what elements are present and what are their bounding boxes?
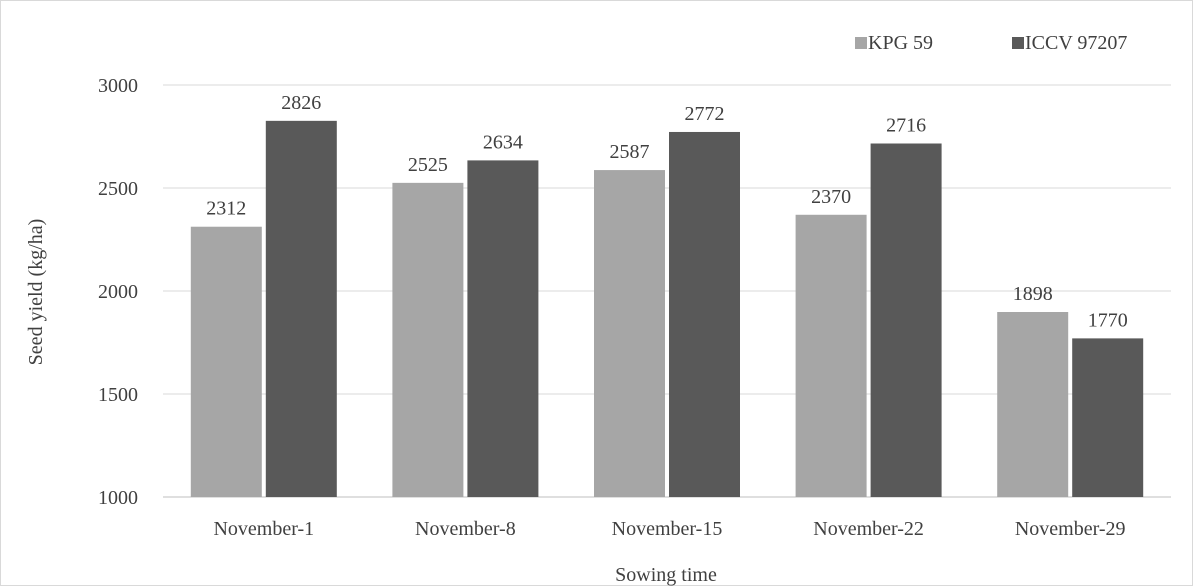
legend: KPG 59 ICCV 97207 bbox=[855, 32, 1127, 54]
legend-swatch bbox=[855, 37, 867, 49]
legend-label: ICCV 97207 bbox=[1025, 32, 1127, 54]
y-tick-label: 2000 bbox=[98, 281, 138, 303]
y-axis-title: Seed yield (kg/ha) bbox=[25, 219, 47, 366]
x-axis-ticks: November-1 November-8 November-15 November-… bbox=[213, 518, 1125, 540]
data-label: 1898 bbox=[1013, 283, 1053, 305]
x-tick-label: November-1 bbox=[213, 518, 314, 540]
x-tick-label: November-8 bbox=[415, 518, 516, 540]
x-tick-label: November-29 bbox=[1015, 518, 1126, 540]
data-label: 2312 bbox=[206, 198, 246, 220]
bars bbox=[190, 120, 1144, 498]
bar bbox=[795, 214, 867, 497]
bar bbox=[997, 312, 1069, 497]
data-label: 2826 bbox=[281, 92, 321, 114]
bar bbox=[265, 120, 337, 498]
bar bbox=[594, 170, 665, 497]
bar bbox=[1072, 338, 1144, 497]
data-label: 2772 bbox=[685, 103, 725, 125]
data-label: 2370 bbox=[811, 186, 851, 208]
y-tick-label: 1500 bbox=[98, 384, 138, 406]
legend-item: ICCV 97207 bbox=[1012, 32, 1127, 54]
data-label: 2634 bbox=[483, 131, 523, 153]
x-tick-label: November-15 bbox=[612, 518, 723, 540]
bar bbox=[190, 226, 262, 497]
x-tick-label: November-22 bbox=[813, 518, 924, 540]
data-label: 2525 bbox=[408, 154, 448, 176]
bar bbox=[392, 182, 464, 497]
data-label: 1770 bbox=[1088, 309, 1128, 331]
bar bbox=[669, 131, 740, 497]
legend-swatch bbox=[1012, 37, 1024, 49]
data-label: 2716 bbox=[886, 115, 926, 137]
y-axis-ticks: 1000 1500 2000 2500 3000 bbox=[98, 75, 138, 509]
bar bbox=[870, 143, 942, 497]
bar bbox=[467, 160, 539, 497]
x-axis-title: Sowing time bbox=[615, 564, 717, 586]
y-tick-label: 2500 bbox=[98, 178, 138, 200]
y-tick-label: 1000 bbox=[98, 487, 138, 509]
legend-label: KPG 59 bbox=[868, 32, 933, 54]
legend-item: KPG 59 bbox=[855, 32, 933, 54]
y-tick-label: 3000 bbox=[98, 75, 138, 97]
data-labels: 2312 2826 2525 2634 2587 2772 2370 2716 1898 1770 bbox=[206, 92, 1127, 332]
data-label: 2587 bbox=[610, 141, 650, 163]
